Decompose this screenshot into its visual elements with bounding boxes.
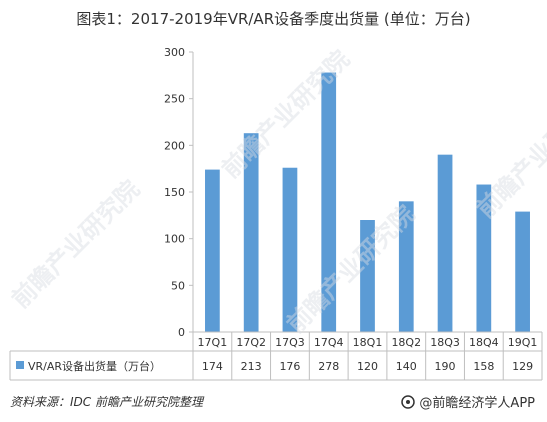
source-note: 资料来源：IDC 前瞻产业研究院整理: [10, 395, 203, 409]
y-tick-label: 50: [171, 279, 185, 292]
data-label: 120: [357, 360, 378, 373]
x-tick-label: 19Q1: [508, 336, 538, 349]
bar: [437, 154, 453, 332]
y-tick-label: 300: [164, 46, 185, 59]
x-tick-label: 18Q3: [430, 336, 460, 349]
bar: [476, 184, 492, 332]
x-tick-label: 17Q1: [198, 336, 228, 349]
data-label: 213: [241, 360, 262, 373]
qianzhan-logo-icon: [401, 394, 416, 409]
legend-series-name: VR/AR设备出货量（万台）: [28, 359, 161, 373]
bar: [515, 211, 530, 332]
x-tick-label: 17Q4: [314, 336, 344, 349]
y-tick-label: 0: [178, 326, 185, 339]
data-label: 174: [202, 360, 223, 373]
bar: [321, 72, 337, 333]
data-label: 140: [396, 360, 417, 373]
y-tick-label: 150: [164, 186, 185, 199]
chart-title: 图表1：2017-2019年VR/AR设备季度出货量 (单位：万台): [76, 10, 471, 28]
x-tick-label: 18Q2: [391, 336, 421, 349]
brand-mark: @前瞻经济学人APP: [401, 392, 535, 411]
bar: [398, 201, 414, 332]
legend-swatch: [16, 361, 24, 369]
y-axis: 0 50 100 150 200 250 300: [164, 46, 194, 339]
x-tick-label: 17Q2: [236, 336, 266, 349]
bars: [205, 72, 530, 333]
y-tick-label: 250: [164, 93, 185, 106]
bar: [282, 167, 298, 332]
y-tick-label: 100: [164, 233, 185, 246]
data-label: 190: [435, 360, 456, 373]
brand-text: @前瞻经济学人APP: [419, 396, 535, 411]
bar: [360, 220, 375, 332]
data-label: 158: [473, 360, 494, 373]
bar: [243, 133, 259, 332]
data-table: 17Q1 174 17Q2 213 17Q3 176 17Q4 278 18Q1 120 18Q2 1…: [9, 331, 543, 381]
x-tick-label: 18Q4: [469, 336, 499, 349]
x-tick-label: 18Q1: [353, 336, 383, 349]
bar: [205, 169, 220, 332]
data-label: 176: [279, 360, 300, 373]
data-label: 278: [318, 360, 339, 373]
data-label: 129: [512, 360, 533, 373]
x-tick-label: 17Q3: [275, 336, 305, 349]
y-tick-label: 200: [164, 139, 185, 152]
